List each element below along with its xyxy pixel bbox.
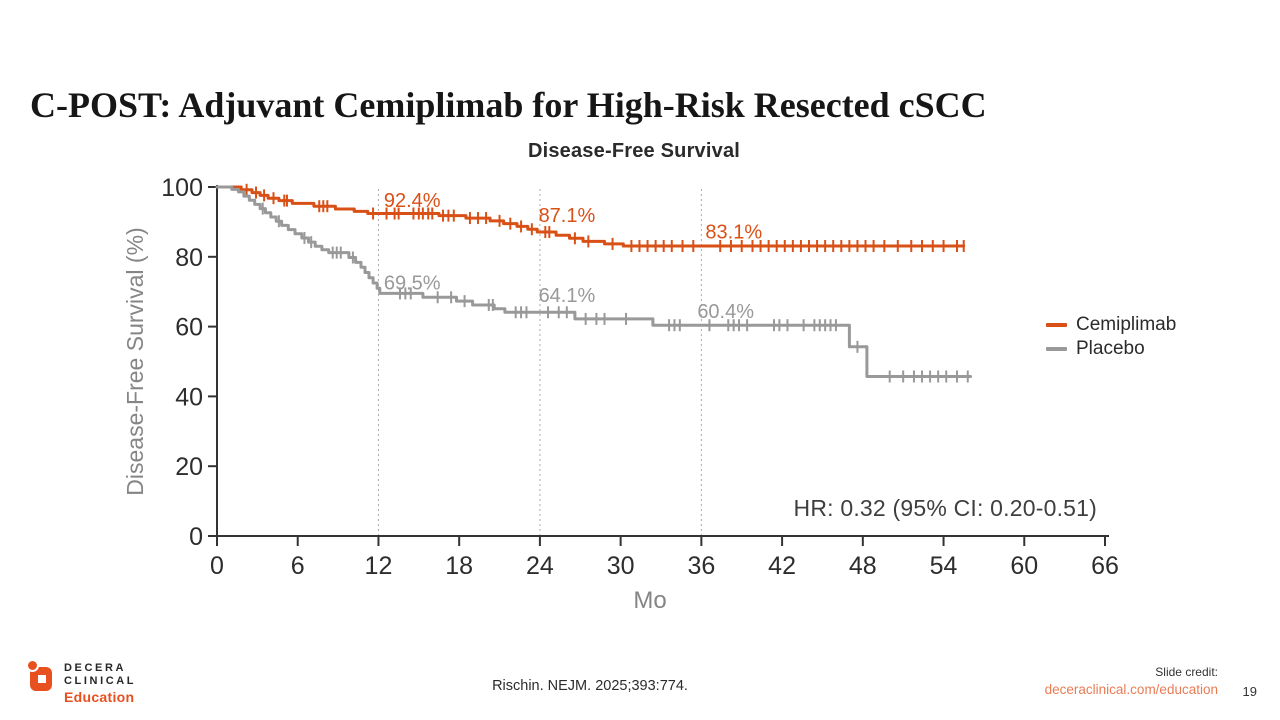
- x-tick-label: 60: [1010, 552, 1038, 580]
- chart-title: Disease-Free Survival: [527, 140, 741, 162]
- logo-line-2: CLINICAL: [64, 675, 137, 687]
- annotation-placebo-64.1%: 64.1%: [539, 285, 596, 307]
- legend-label: Placebo: [1076, 338, 1145, 359]
- page-number: 19: [1242, 684, 1257, 699]
- logo-line-1: DECERA: [64, 662, 127, 674]
- x-tick-label: 54: [930, 552, 958, 580]
- cemiplimab-curve: [215, 185, 966, 248]
- x-tick-label: 30: [607, 552, 635, 580]
- placebo-legend-dash-icon: [1046, 347, 1067, 351]
- x-tick-label: 6: [291, 552, 305, 580]
- annotation-placebo-60.4%: 60.4%: [697, 301, 754, 323]
- x-tick-label: 36: [687, 552, 715, 580]
- legend-item-placebo: Placebo: [1046, 337, 1176, 361]
- y-tick-label: 80: [175, 244, 203, 272]
- hazard-ratio-annotation: HR: 0.32 (95% CI: 0.20-0.51): [793, 495, 1097, 521]
- legend-label: Cemiplimab: [1076, 314, 1177, 335]
- slide-credit-link[interactable]: deceraclinical.com/education: [1044, 681, 1218, 697]
- x-tick-label: 42: [768, 552, 796, 580]
- x-tick-label: 12: [365, 552, 393, 580]
- slide-credit: Slide credit: deceraclinical.com/educati…: [1044, 665, 1218, 697]
- chart-legend: Cemiplimab Placebo: [1046, 313, 1176, 361]
- y-axis-title: Disease-Free Survival (%): [122, 227, 148, 495]
- cemiplimab-legend-dash-icon: [1046, 323, 1067, 327]
- y-tick-label: 100: [161, 174, 203, 202]
- placebo-curve: [215, 185, 972, 378]
- annotation-cemiplimab-83.1%: 83.1%: [705, 221, 762, 243]
- slide-credit-label: Slide credit:: [1155, 665, 1218, 679]
- citation: Rischin. NEJM. 2025;393:774.: [492, 678, 688, 694]
- slide-title: C-POST: Adjuvant Cemiplimab for High-Ris…: [30, 85, 987, 126]
- y-tick-label: 60: [175, 314, 203, 342]
- x-tick-label: 48: [849, 552, 877, 580]
- x-tick-label: 18: [445, 552, 473, 580]
- decera-logo-icon: [28, 661, 53, 692]
- x-tick-label: 0: [210, 552, 224, 580]
- annotation-placebo-69.5%: 69.5%: [384, 273, 441, 295]
- y-tick-label: 0: [189, 523, 203, 551]
- y-tick-label: 20: [175, 453, 203, 481]
- logo-line-3: Education: [64, 689, 135, 705]
- x-axis-title: Mo: [633, 587, 666, 614]
- x-tick-label: 24: [526, 552, 554, 580]
- legend-item-cemiplimab: Cemiplimab: [1046, 313, 1176, 337]
- annotation-cemiplimab-92.4%: 92.4%: [384, 190, 441, 212]
- decera-logo: DECERA CLINICAL Education: [28, 661, 136, 704]
- annotation-cemiplimab-87.1%: 87.1%: [539, 205, 596, 227]
- x-tick-label: 66: [1091, 552, 1119, 580]
- y-tick-label: 40: [175, 383, 203, 411]
